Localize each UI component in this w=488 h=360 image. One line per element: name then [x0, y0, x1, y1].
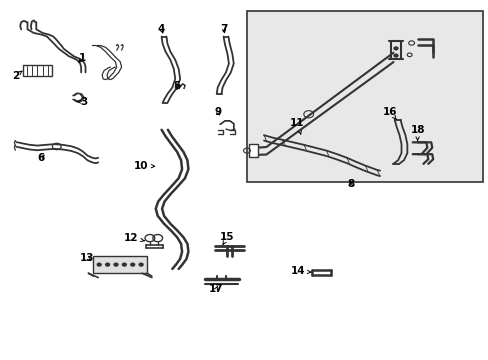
Circle shape: [393, 54, 397, 57]
Text: 9: 9: [214, 107, 221, 117]
Text: 16: 16: [382, 107, 396, 120]
Circle shape: [130, 263, 134, 266]
Text: 10: 10: [134, 161, 154, 171]
Bar: [22, 65, 52, 76]
Circle shape: [114, 263, 118, 266]
Text: 17: 17: [208, 284, 223, 294]
Text: 13: 13: [80, 253, 95, 263]
Text: 11: 11: [289, 118, 304, 134]
Bar: [249, 144, 258, 157]
Bar: [246, 12, 483, 182]
Text: 12: 12: [124, 233, 144, 243]
Text: 4: 4: [158, 24, 165, 35]
Circle shape: [393, 47, 397, 50]
Text: 2: 2: [12, 71, 22, 81]
Bar: [93, 256, 147, 273]
Text: 3: 3: [77, 97, 87, 107]
Text: 6: 6: [37, 153, 44, 163]
Circle shape: [139, 263, 143, 266]
Text: 7: 7: [220, 24, 227, 35]
Circle shape: [122, 263, 126, 266]
Text: 18: 18: [409, 125, 424, 140]
Circle shape: [97, 263, 101, 266]
Text: 1: 1: [79, 53, 86, 63]
Text: 8: 8: [346, 179, 354, 189]
Text: 14: 14: [290, 266, 310, 276]
Text: 5: 5: [173, 81, 181, 91]
Circle shape: [105, 263, 109, 266]
Text: 15: 15: [220, 232, 234, 245]
